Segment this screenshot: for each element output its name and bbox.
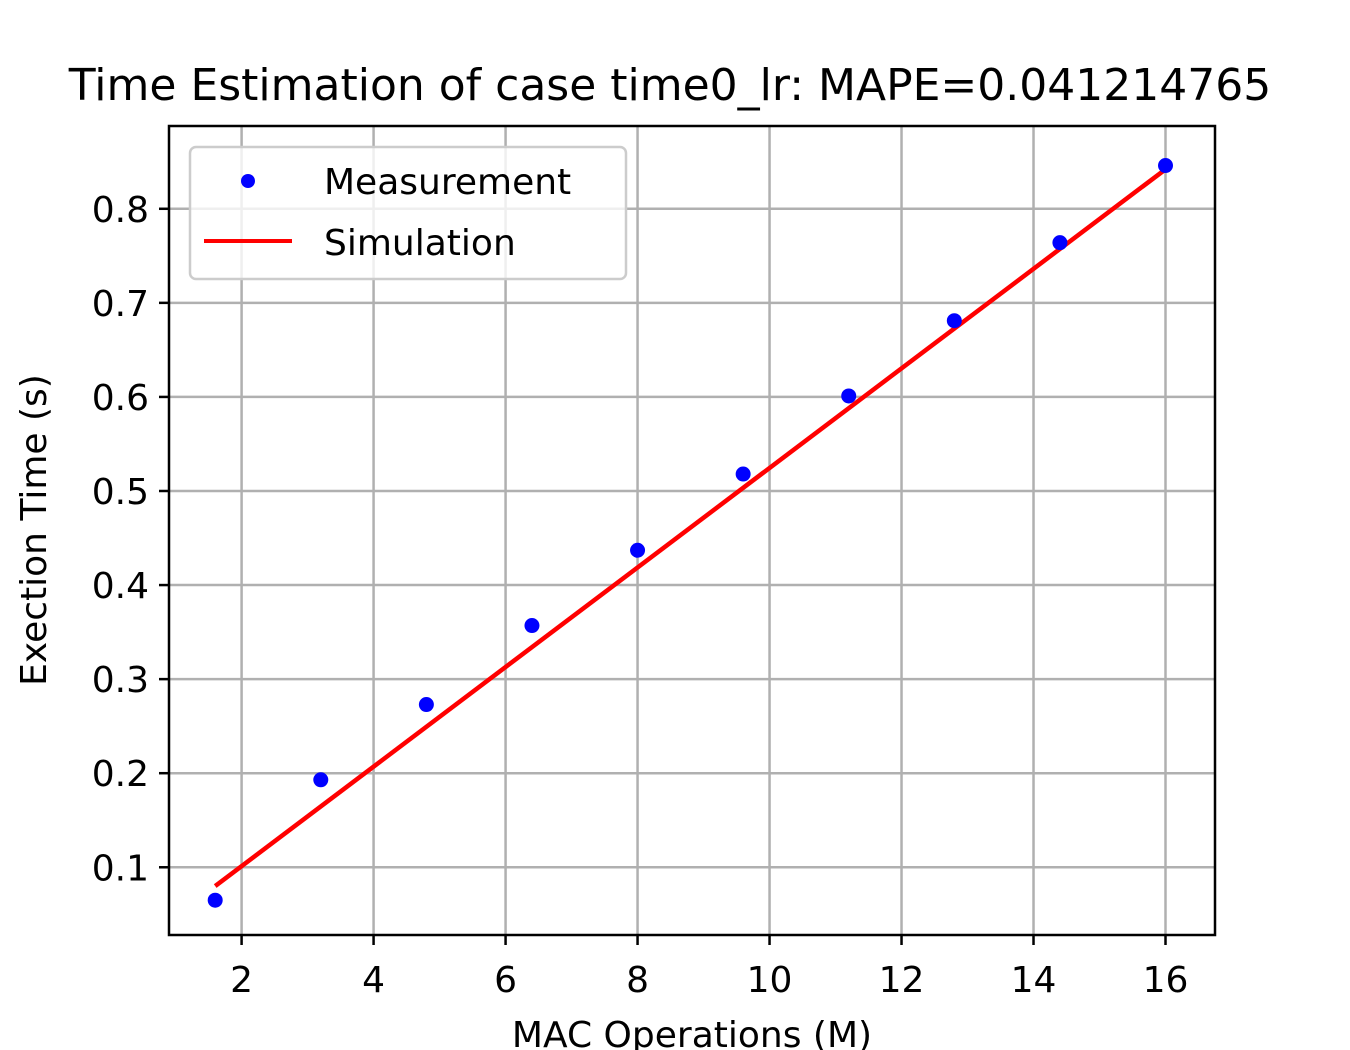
y-tick-label: 0.1 [92,848,149,889]
legend-marker-measurement [241,174,255,188]
x-tick-label: 10 [747,960,793,1001]
y-tick-label: 0.4 [92,566,149,607]
axis-ticks: 2 4 6 8 10 12 14 16 0.1 0.2 0.3 0.4 0.5 0.6 0.7 0.8 [92,190,1189,1001]
chart-title: Time Estimation of case time0_lr: MAPE=0… [68,60,1271,111]
legend: Measurement Simulation [188,145,628,281]
measurement-point [841,388,857,404]
y-tick-label: 0.6 [92,378,149,419]
x-tick-label: 2 [230,960,253,1001]
legend-box [188,145,628,281]
measurement-point [418,697,434,713]
legend-label-simulation: Simulation [324,223,516,264]
measurement-point [313,772,329,788]
y-tick-label: 0.5 [92,472,149,513]
legend-label-measurement: Measurement [324,162,571,203]
x-tick-label: 16 [1143,960,1189,1001]
x-tick-label: 14 [1011,960,1057,1001]
plot-series [207,158,1174,908]
measurement-point [1158,158,1174,174]
y-tick-label: 0.3 [92,660,149,701]
y-tick-label: 0.2 [92,754,149,795]
x-tick-label: 6 [494,960,517,1001]
y-tick-label: 0.7 [92,284,149,325]
x-tick-label: 12 [879,960,925,1001]
measurement-point [1052,235,1068,251]
grid [169,126,1215,935]
measurement-point [524,618,540,634]
y-axis-label: Exection Time (s) [14,374,55,686]
x-tick-label: 8 [626,960,649,1001]
simulation-line [213,167,1167,888]
plot-frame [167,124,1217,937]
measurement-point [630,542,646,558]
x-axis-label: MAC Operations (M) [512,1015,872,1050]
measurement-point [735,466,751,482]
x-tick-label: 4 [362,960,385,1001]
measurement-point [207,892,223,908]
y-tick-label: 0.8 [92,190,149,231]
measurement-point [946,313,962,329]
